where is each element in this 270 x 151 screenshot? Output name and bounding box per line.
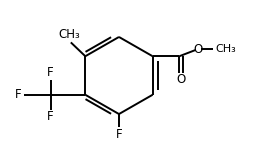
Text: F: F — [15, 88, 21, 101]
Text: F: F — [47, 66, 54, 79]
Text: O: O — [193, 43, 203, 56]
Text: O: O — [176, 73, 185, 86]
Text: F: F — [47, 110, 54, 123]
Text: CH₃: CH₃ — [59, 28, 80, 41]
Text: CH₃: CH₃ — [215, 44, 236, 54]
Text: F: F — [116, 128, 122, 141]
